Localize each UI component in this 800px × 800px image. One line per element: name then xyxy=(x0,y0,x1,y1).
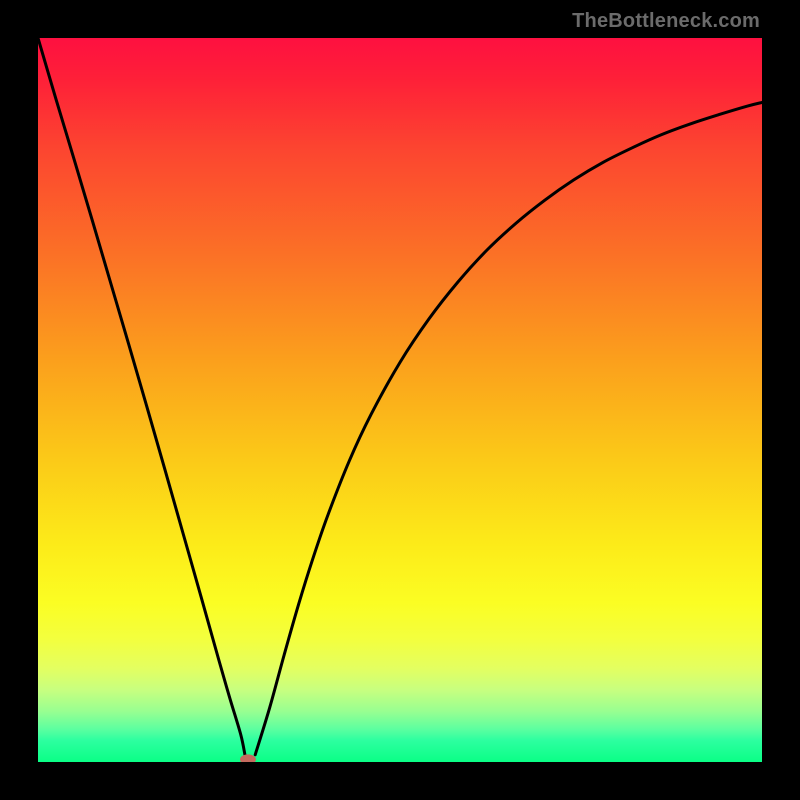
valley-marker xyxy=(240,754,256,762)
watermark-text: TheBottleneck.com xyxy=(572,10,760,33)
curve-left-segment xyxy=(38,38,245,755)
chart-frame: TheBottleneck.com xyxy=(0,0,800,800)
curve-right-segment xyxy=(255,102,762,754)
plot-area xyxy=(38,38,762,762)
bottleneck-curve xyxy=(38,38,762,762)
